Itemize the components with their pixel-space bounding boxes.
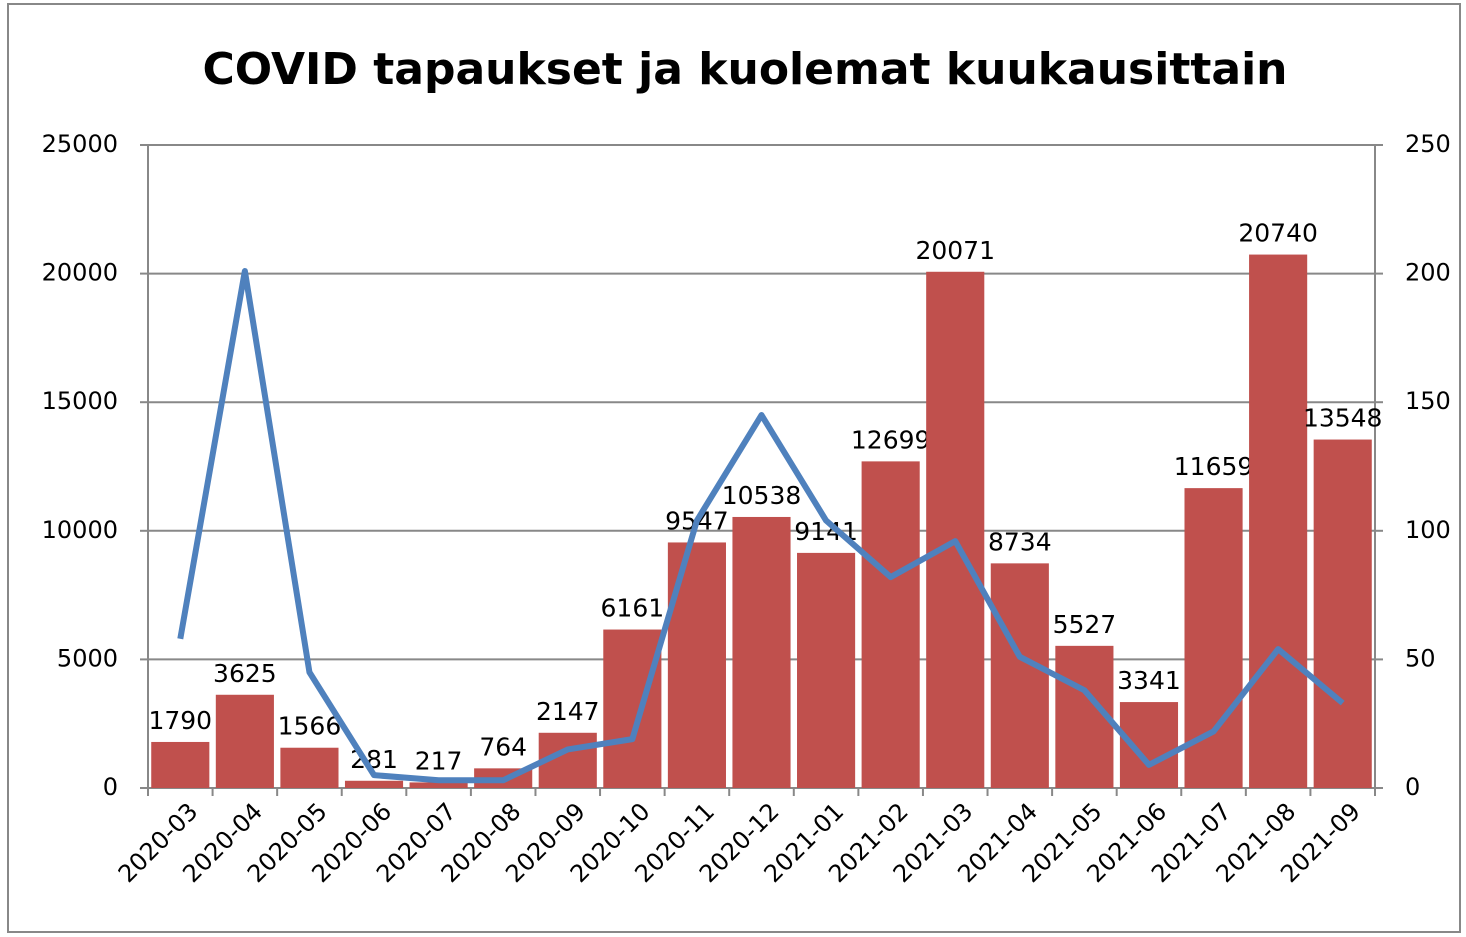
y-tick-label: 20000 <box>42 259 118 287</box>
data-label: 8734 <box>988 527 1052 556</box>
data-label: 764 <box>479 732 527 761</box>
y-tick-label: 10000 <box>42 516 118 544</box>
bar <box>151 741 210 788</box>
data-label: 2147 <box>536 697 600 726</box>
bar <box>409 782 468 788</box>
y-tick-label: 25000 <box>42 130 118 158</box>
bar <box>926 271 985 788</box>
bar <box>990 563 1049 788</box>
y-tick-label: 0 <box>103 773 118 801</box>
chart-title: COVID tapaukset ja kuolemat kuukausittai… <box>202 44 1287 95</box>
y2-tick-label: 50 <box>1405 644 1436 672</box>
bar <box>603 629 662 788</box>
bar <box>861 461 920 788</box>
y-tick-label: 5000 <box>57 644 118 672</box>
bar <box>1313 439 1372 788</box>
data-label: 217 <box>415 746 463 775</box>
data-label: 6161 <box>601 594 665 623</box>
data-label: 3625 <box>213 659 277 688</box>
data-label: 11659 <box>1174 452 1254 481</box>
bar <box>1249 254 1308 788</box>
bar <box>797 552 856 788</box>
data-label: 3341 <box>1117 666 1181 695</box>
data-label: 10538 <box>722 481 802 510</box>
y2-tick-label: 0 <box>1405 773 1420 801</box>
bar <box>732 516 791 788</box>
y-tick-label: 15000 <box>42 387 118 415</box>
data-label: 12699 <box>851 425 931 454</box>
data-label: 13548 <box>1303 404 1383 433</box>
bar <box>280 747 339 788</box>
data-label: 20740 <box>1238 219 1318 248</box>
bar <box>215 694 274 788</box>
data-label: 5527 <box>1053 610 1117 639</box>
data-label: 1566 <box>278 712 342 741</box>
bar <box>1184 488 1243 788</box>
bar <box>344 780 404 788</box>
line <box>177 268 1345 784</box>
data-label: 20071 <box>915 236 995 265</box>
data-label: 1790 <box>148 706 212 735</box>
y2-tick-label: 250 <box>1405 130 1451 158</box>
y2-tick-label: 150 <box>1405 387 1451 415</box>
y2-tick-label: 100 <box>1405 516 1451 544</box>
y2-tick-label: 200 <box>1405 259 1451 287</box>
